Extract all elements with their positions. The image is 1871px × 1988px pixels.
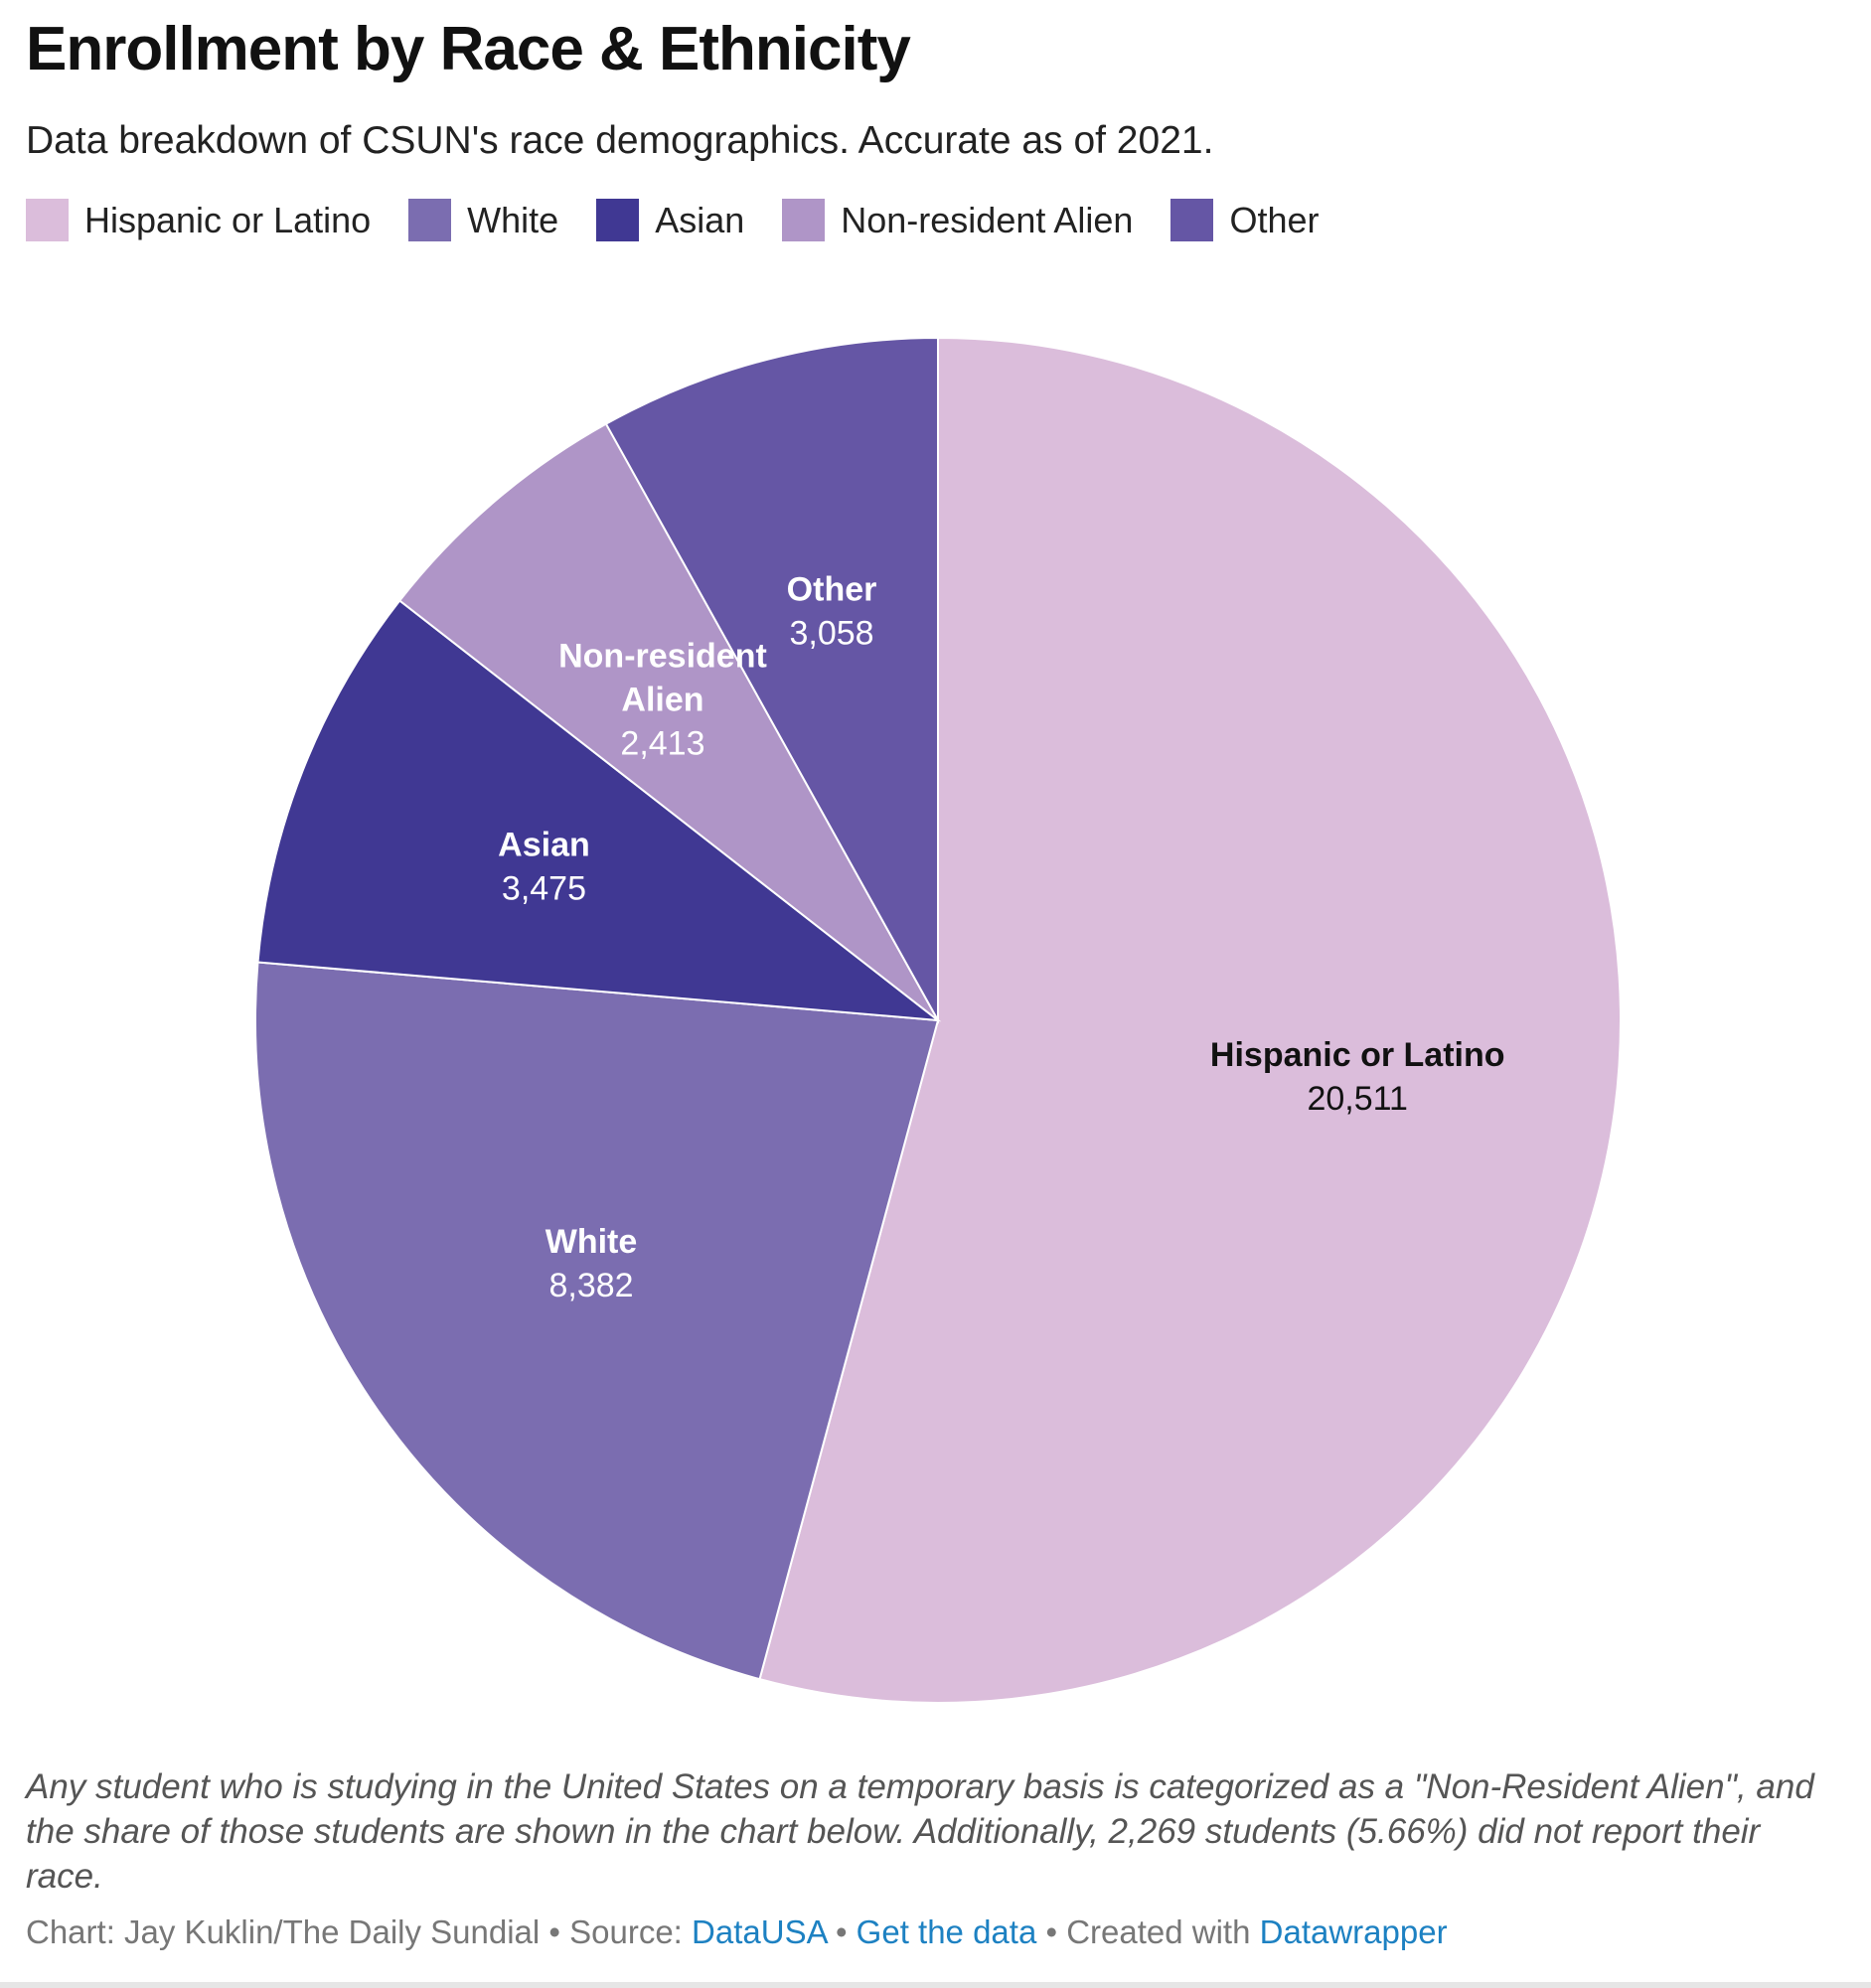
slice-label-value: 3,058 — [789, 615, 873, 653]
legend-item: Asian — [596, 199, 744, 241]
credits-sep: • — [826, 1913, 857, 1950]
legend-label: Other — [1229, 199, 1320, 240]
legend-swatch — [596, 199, 640, 241]
slice-label-name: White — [546, 1223, 638, 1261]
pie-slice-white — [254, 961, 940, 1681]
legend-swatch — [408, 199, 452, 241]
credits-sep: • Created with — [1036, 1913, 1260, 1950]
slice-label-name: Other — [787, 571, 877, 609]
chart-credits: Chart: Jay Kuklin/The Daily Sundial • So… — [26, 1913, 1448, 1951]
slice-label: Other 3,058 — [787, 571, 877, 653]
legend-label: Hispanic or Latino — [84, 199, 372, 240]
pie-slice-asian — [256, 599, 942, 1022]
chart-notes: Any student who is studying in the Unite… — [26, 1767, 1814, 1896]
slice-label: Non-resident Alien 2,413 — [558, 637, 767, 762]
legend-item: Other — [1170, 199, 1319, 241]
bottom-divider — [0, 1982, 1871, 1988]
legend-label: Asian — [655, 199, 745, 240]
credits-prefix: Chart: Jay Kuklin/The Daily Sundial • So… — [26, 1913, 693, 1950]
chart-subtitle: Data breakdown of CSUN's race demographi… — [26, 119, 1214, 162]
slice-label: White 8,382 — [546, 1223, 638, 1304]
source-link[interactable]: DataUSA — [692, 1913, 827, 1950]
legend-swatch — [26, 199, 69, 241]
pie-slice-non-resident-alien — [397, 422, 939, 1021]
chart-title: Enrollment by Race & Ethnicity — [26, 15, 911, 83]
legend-item: White — [408, 199, 558, 241]
get-data-link[interactable]: Get the data — [856, 1913, 1037, 1950]
slice-label-name: Non-resident — [558, 637, 767, 675]
legend-item: Non-resident Alien — [782, 199, 1133, 241]
slice-label-value: 2,413 — [620, 724, 704, 762]
slice-label-value: 20,511 — [1307, 1080, 1407, 1118]
legend-label: Non-resident Alien — [841, 199, 1134, 240]
slice-label-value: 3,475 — [502, 869, 586, 907]
pie-chart: Hispanic or Latino 20,511 White 8,382 Asian 3… — [254, 336, 1622, 1704]
pie-slice-hispanic-or-latino — [758, 336, 1622, 1704]
slice-label-name: Alien — [621, 681, 703, 718]
slice-label-name: Hispanic or Latino — [1210, 1036, 1505, 1074]
legend: Hispanic or Latino White Asian Non-resident… — [26, 199, 1356, 241]
slice-label-name: Asian — [498, 826, 590, 863]
datawrapper-link[interactable]: Datawrapper — [1259, 1913, 1448, 1950]
legend-label: White — [467, 199, 559, 240]
legend-item: Hispanic or Latino — [26, 199, 371, 241]
legend-swatch — [782, 199, 826, 241]
legend-swatch — [1170, 199, 1214, 241]
pie-slice-other — [604, 336, 939, 1024]
slice-label-value: 8,382 — [548, 1267, 633, 1304]
slice-label: Hispanic or Latino 20,511 — [1210, 1036, 1505, 1118]
slice-label: Asian 3,475 — [498, 826, 590, 907]
